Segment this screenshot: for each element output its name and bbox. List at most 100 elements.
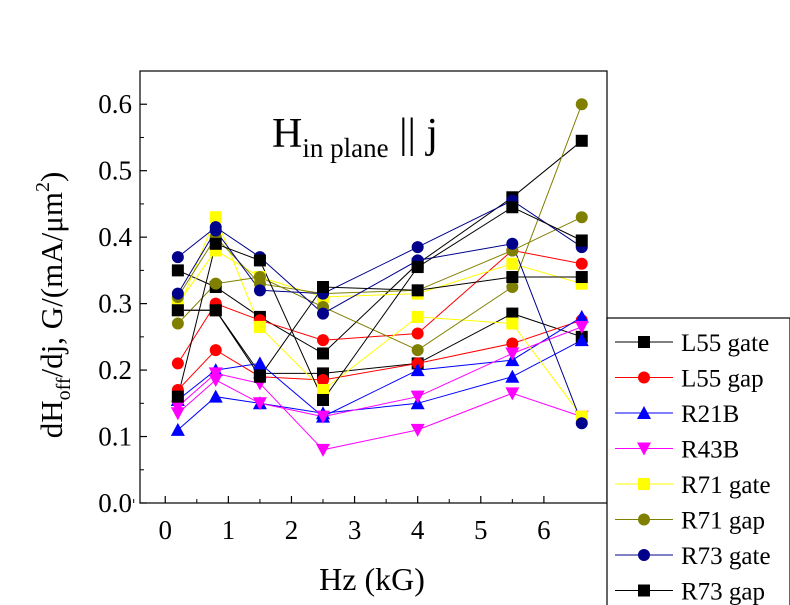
title-suffix: || j: [389, 111, 439, 157]
data-point-6-0-5: [506, 237, 519, 250]
data-point-3-0-0: [170, 407, 185, 421]
legend-label: R73 gap: [681, 579, 765, 605]
data-point-2-0-5: [505, 369, 520, 383]
data-point-4-0-3: [317, 384, 330, 397]
data-point-1-1-1: [209, 344, 222, 357]
x-tick-label: 0: [158, 515, 172, 545]
data-point-6-0-0: [171, 251, 184, 264]
data-point-5-0-0: [171, 317, 184, 330]
legend-box: [606, 317, 790, 605]
x-tick-label: 6: [537, 515, 551, 545]
y-tick-label: 0.5: [98, 156, 132, 186]
data-point-4-0-1: [209, 211, 222, 224]
legend-marker: [638, 584, 650, 597]
y-axis-label-part3: ): [34, 172, 69, 182]
x-axis: 0 1 2 3 4 5 6: [133, 496, 551, 545]
data-point-2-1-2: [252, 356, 267, 370]
data-point-3-1-0: [170, 400, 185, 414]
data-point-0-1-0: [171, 264, 184, 277]
y-axis-label-superscript: 2: [32, 182, 54, 192]
data-point-3-1-5: [505, 387, 520, 401]
y-tick-label: 0.4: [98, 222, 132, 252]
data-point-7-0-6: [575, 234, 588, 247]
data-point-6-1-2: [253, 284, 266, 297]
data-point-2-0-6: [574, 333, 589, 347]
data-point-6-1-4: [411, 241, 424, 254]
legend-marker: [638, 549, 650, 561]
legend-marker: [638, 336, 650, 348]
data-point-7-1-5: [506, 271, 519, 284]
data-point-7-1-1: [209, 304, 222, 317]
data-point-3-0-4: [410, 390, 425, 404]
data-point-1-0-4: [411, 327, 424, 340]
data-point-5-0-5: [506, 281, 519, 293]
data-point-1-0-3: [317, 334, 330, 347]
data-point-4-0-2: [253, 320, 266, 333]
legend-label: R43B: [681, 437, 739, 464]
data-point-2-0-1: [208, 389, 223, 403]
data-point-4-1-5: [506, 257, 519, 270]
series-markers-layer: [170, 98, 589, 457]
data-point-7-0-0: [171, 390, 184, 403]
x-tick-label: 1: [222, 515, 236, 545]
y-axis-label-part2: /dj, G/(mA/μm: [34, 192, 69, 377]
data-point-7-1-2: [253, 370, 266, 383]
data-point-5-1-6: [575, 211, 588, 224]
data-point-2-0-0: [170, 422, 185, 436]
data-point-3-0-5: [505, 347, 520, 361]
y-tick-label: 0.6: [98, 89, 132, 119]
x-tick-label: 3: [348, 515, 362, 545]
series-line-0-1: [177, 140, 583, 355]
legend-marker: [638, 478, 650, 490]
data-point-7-1-4: [411, 284, 424, 297]
data-point-1-1-5: [506, 337, 519, 350]
x-tick-label: 4: [411, 515, 425, 545]
data-point-1-0-0: [171, 357, 184, 370]
data-point-1-0-6: [575, 257, 588, 270]
data-point-3-0-1: [208, 374, 223, 388]
data-point-5-0-6: [575, 98, 588, 111]
legend-label: R73 gate: [681, 543, 771, 570]
x-tick-label: 2: [285, 515, 299, 545]
data-point-7-0-4: [411, 261, 424, 274]
data-point-3-0-6: [574, 320, 589, 334]
legend-marker: [637, 406, 651, 419]
chart-title: Hin plane || j: [272, 111, 438, 163]
y-tick-label: 0.0: [98, 488, 132, 518]
data-point-5-0-1: [209, 277, 222, 290]
data-point-6-0-6: [575, 417, 588, 430]
data-point-3-1-3: [316, 443, 331, 457]
y-tick-label: 0.1: [98, 422, 132, 452]
y-axis-label-subscript: off: [53, 377, 75, 400]
legend-label: L55 gap: [681, 366, 764, 393]
y-axis-label: dHoff/dj, G/(mA/μm2): [32, 172, 75, 439]
series-line-2-0: [177, 339, 583, 431]
data-point-3-1-1: [208, 367, 223, 381]
legend-label: R71 gate: [681, 472, 771, 499]
data-point-7-0-1: [209, 237, 222, 250]
data-point-5-0-4: [411, 344, 424, 357]
legend-marker: [638, 513, 650, 526]
data-point-7-0-3: [317, 393, 330, 406]
data-point-3-1-4: [410, 423, 425, 437]
y-axis-label-part1: dH: [34, 400, 69, 438]
series-line-7-0: [177, 206, 583, 401]
data-point-2-1-6: [574, 309, 589, 323]
data-point-6-1-1: [209, 224, 222, 237]
x-axis-label: Hz (kG): [319, 561, 425, 597]
data-point-0-1-6: [575, 134, 588, 147]
legend-label: R21B: [681, 401, 739, 428]
y-axis: 0.0 0.1 0.2 0.3 0.4 0.5 0.6: [98, 89, 147, 518]
legend-marker: [638, 371, 650, 384]
data-point-7-0-2: [253, 254, 266, 267]
series-line-3-1: [177, 372, 582, 451]
legend-label: L55 gate: [681, 330, 769, 357]
data-point-4-0-5: [506, 317, 519, 330]
series-line-6-0: [177, 226, 583, 424]
y-tick-label: 0.2: [98, 355, 132, 385]
data-point-3-0-2: [252, 397, 267, 411]
data-point-7-1-0: [171, 304, 184, 317]
data-point-6-0-3: [317, 307, 330, 320]
x-tick-label: 5: [474, 515, 488, 545]
